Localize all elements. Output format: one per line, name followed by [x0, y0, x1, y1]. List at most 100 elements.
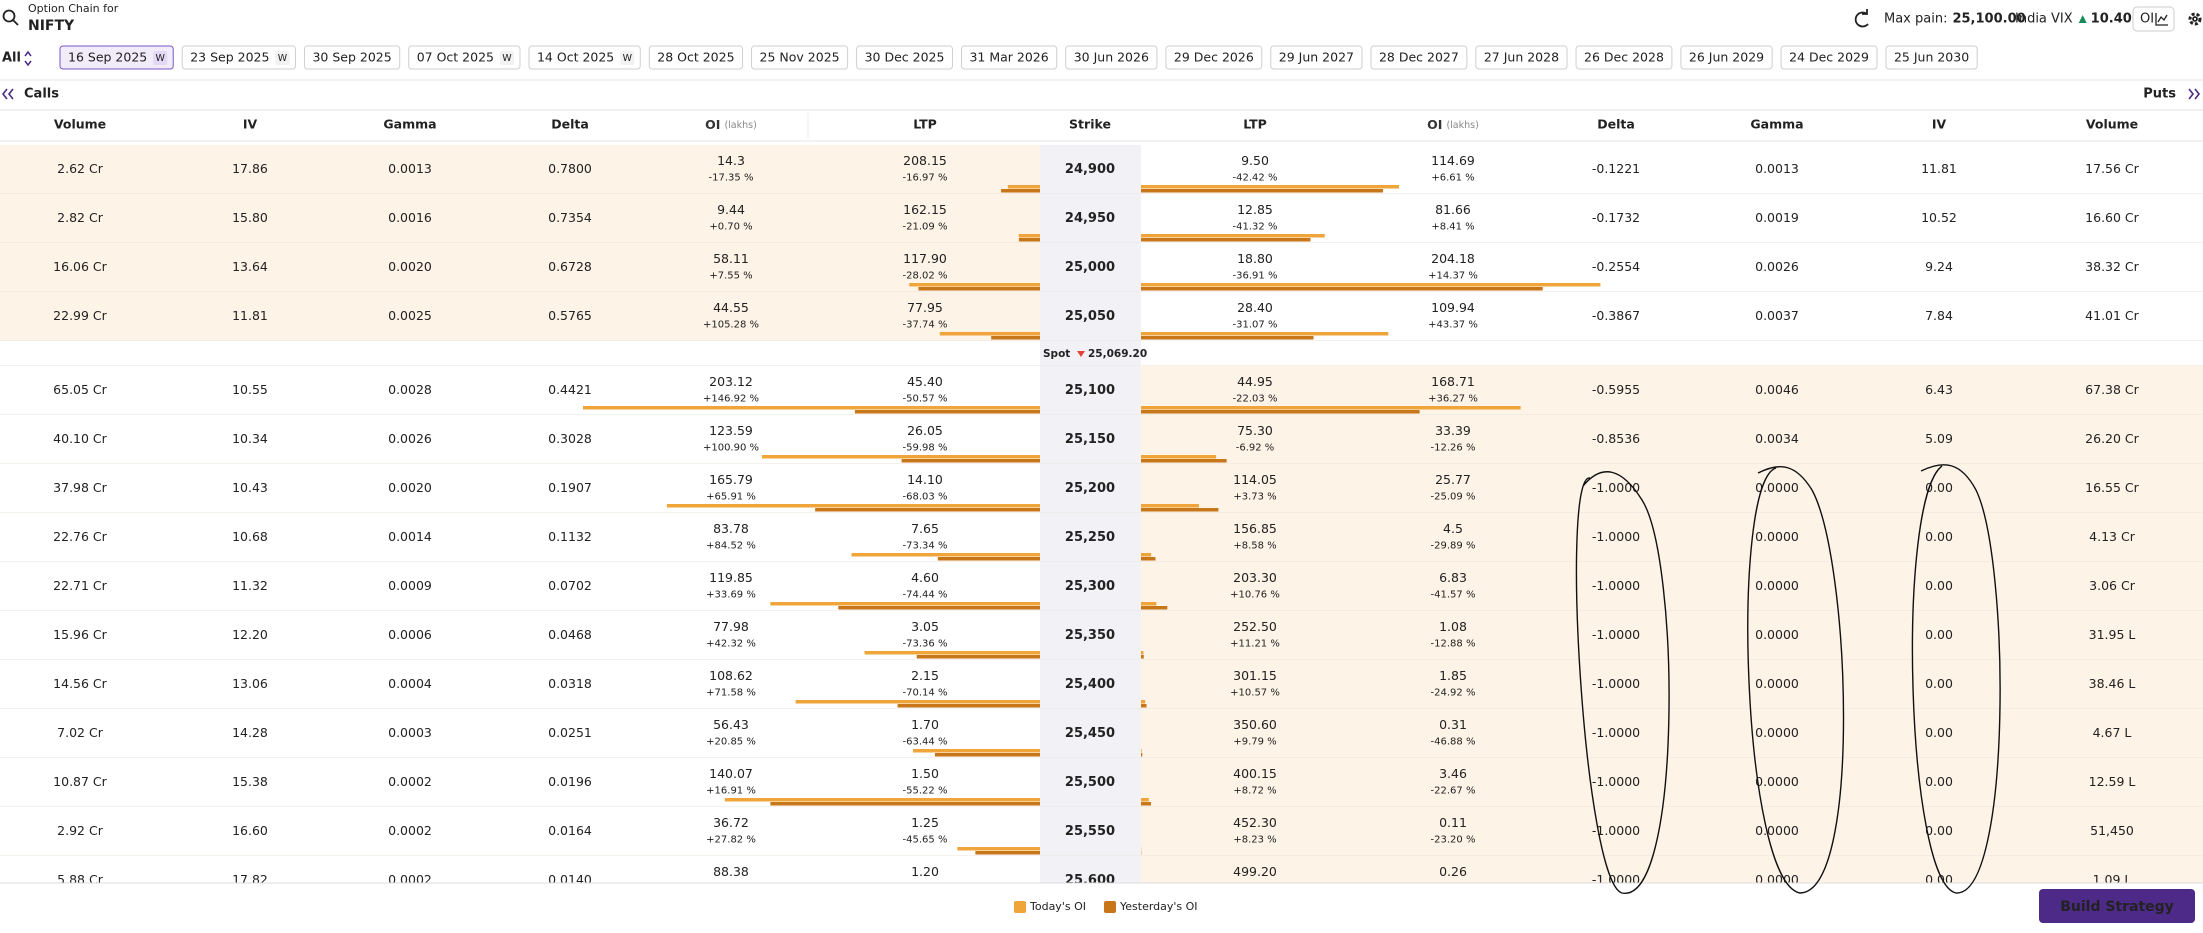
put-oi-change: +6.61 % — [1431, 173, 1474, 184]
expiry-chip[interactable] — [1680, 45, 1773, 70]
call-iv: 17.82 — [232, 872, 268, 887]
expiry-chip[interactable] — [408, 45, 521, 70]
put-delta: -0.8536 — [1592, 431, 1640, 446]
column-header-unit: (lakhs) — [724, 120, 756, 131]
strike: 25,450 — [1065, 726, 1115, 741]
expiry-chip[interactable] — [856, 45, 953, 70]
put-oi-change: -41.57 % — [1431, 590, 1476, 601]
calls-label: Calls — [24, 87, 59, 102]
strike-cell-bg — [1040, 856, 1141, 883]
column-header-label: OI — [1427, 117, 1442, 132]
strike-cell-bg — [1040, 758, 1141, 807]
oi-button-label: OI — [2140, 12, 2154, 27]
call-oi: 165.79 — [709, 472, 753, 487]
strike-cell-bg — [1040, 464, 1141, 513]
put-ltp-change: -31.07 % — [1233, 320, 1278, 331]
put-ltp: 156.85 — [1233, 521, 1277, 536]
expiry-chip[interactable] — [1885, 45, 1978, 70]
puts-collapse-icon[interactable] — [2188, 88, 2201, 100]
expiry-chip[interactable] — [1575, 45, 1673, 70]
call-iv: 10.43 — [232, 480, 268, 495]
oi-bar-today — [761, 455, 1040, 459]
expiry-chip[interactable] — [1370, 45, 1468, 70]
expiry-chip[interactable] — [1475, 45, 1568, 70]
put-gamma: 0.0000 — [1755, 529, 1799, 544]
search-icon[interactable] — [2, 9, 16, 23]
oi-bar-today — [1141, 749, 1142, 753]
call-volume: 15.96 Cr — [53, 627, 107, 642]
weekly-badge — [153, 51, 168, 65]
expiry-chip[interactable] — [1165, 45, 1263, 70]
put-ltp-change: +11.21 % — [1230, 639, 1280, 650]
calls-collapse-icon[interactable] — [1, 88, 14, 100]
put-delta: -1.0000 — [1592, 480, 1640, 495]
max-pain-value: 25,100.00 — [1952, 12, 2025, 27]
oi-bar-yesterday — [937, 557, 1040, 561]
oi-bar-yesterday — [1141, 508, 1219, 512]
expiry-chip[interactable] — [751, 45, 849, 70]
strike-cell-bg — [1040, 807, 1141, 856]
strike-cell-bg — [1040, 366, 1141, 415]
put-iv: 0.00 — [1925, 529, 1953, 544]
expiry-chip[interactable] — [528, 45, 641, 70]
sort-icon[interactable] — [24, 50, 32, 67]
call-gamma: 0.0002 — [388, 872, 432, 887]
put-ltp-change: +8.23 % — [1233, 835, 1276, 846]
oi-bar-yesterday — [1141, 459, 1227, 463]
column-header: OI (lakhs) — [705, 117, 757, 132]
expiry-chip[interactable] — [1270, 45, 1363, 70]
column-header-unit: (lakhs) — [1446, 120, 1478, 131]
expiry-date: 14 Oct 2025 — [537, 50, 614, 65]
legend-swatch-today — [1014, 901, 1026, 913]
spot-strike-bg — [1040, 341, 1141, 366]
settings-icon[interactable] — [2188, 12, 2202, 26]
oi-bar-yesterday — [838, 606, 1040, 610]
put-oi-change: -25.09 % — [1431, 492, 1476, 503]
all-filter[interactable]: All — [2, 51, 21, 66]
call-volume: 14.56 Cr — [53, 676, 107, 691]
call-gamma: 0.0013 — [388, 161, 432, 176]
call-gamma: 0.0002 — [388, 774, 432, 789]
vix-value: 10.40 — [2091, 12, 2132, 27]
oi-bar-today — [939, 332, 1040, 336]
put-iv: 0.00 — [1925, 578, 1953, 593]
oi-bar-today — [913, 749, 1040, 753]
call-oi-change: +105.28 % — [703, 320, 759, 331]
expiry-chip[interactable] — [1065, 45, 1158, 70]
weekly-badge — [499, 51, 514, 65]
put-oi: 109.94 — [1431, 300, 1475, 315]
expiry-chip[interactable] — [648, 45, 744, 70]
expiry-chip[interactable] — [59, 45, 174, 70]
call-gamma: 0.0020 — [388, 480, 432, 495]
put-gamma: 0.0013 — [1755, 161, 1799, 176]
put-ltp-change: -36.91 % — [1233, 271, 1278, 282]
put-ltp: 18.80 — [1237, 251, 1273, 266]
oi-bar-today — [909, 283, 1040, 287]
refresh-icon[interactable] — [1854, 9, 1869, 28]
call-volume: 40.10 Cr — [53, 431, 107, 446]
put-volume: 31.95 L — [2089, 627, 2136, 642]
put-volume: 3.06 Cr — [2089, 578, 2136, 593]
put-iv: 0.00 — [1925, 676, 1953, 691]
build-strategy-label: Build Strategy — [2060, 899, 2174, 915]
expiry-chip[interactable] — [303, 45, 401, 70]
call-ltp-change: -68.03 % — [903, 492, 948, 503]
expiry-chip[interactable] — [1780, 45, 1878, 70]
call-cell-bg — [0, 709, 1040, 758]
call-ltp: 2.15 — [911, 668, 939, 683]
build-strategy-button[interactable] — [2039, 889, 2195, 923]
put-ltp-change: +10.57 % — [1230, 688, 1280, 699]
weekly-tag: W — [278, 53, 288, 64]
strike-cell-bg — [1040, 660, 1141, 709]
expiry-chip[interactable] — [960, 45, 1058, 70]
expiry-chip[interactable] — [181, 45, 296, 70]
column-header: IV — [1932, 117, 1947, 132]
put-cell-bg — [1141, 856, 2203, 883]
max-pain-label: Max pain: — [1884, 12, 1947, 27]
call-oi-change: +42.32 % — [706, 639, 756, 650]
icons — [1, 9, 2202, 100]
strike: 25,050 — [1065, 309, 1115, 324]
call-iv: 10.34 — [232, 431, 268, 446]
put-oi: 0.31 — [1439, 717, 1467, 732]
column-header: LTP — [1243, 117, 1267, 132]
